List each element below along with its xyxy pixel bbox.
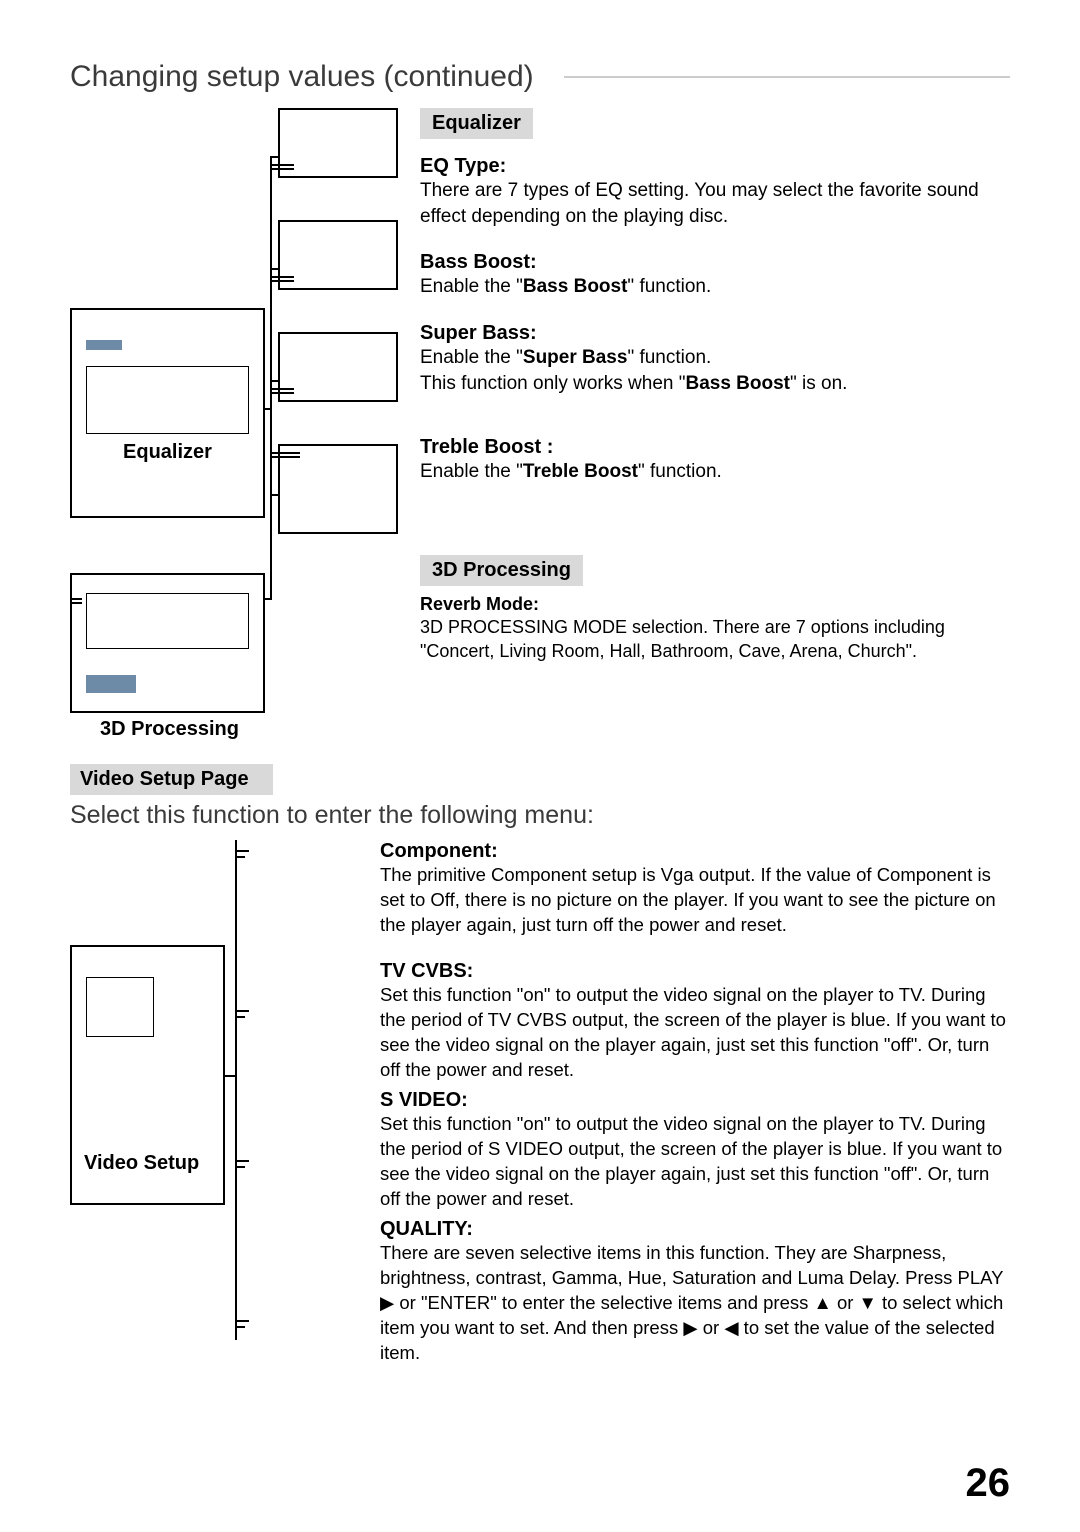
bass-boost-text: Enable the "Bass Boost" function. <box>420 274 1010 300</box>
leaf-box <box>278 332 398 402</box>
tick-icon <box>70 602 82 604</box>
tvcvbs-title: TV CVBS: <box>380 960 1010 983</box>
text-part: Enable the " <box>420 276 523 297</box>
tick-icon <box>70 598 82 600</box>
tick-icon <box>270 452 300 454</box>
tick-icon <box>235 1016 245 1018</box>
connector-line <box>235 840 237 1340</box>
tvcvbs-text: Set this function "on" to output the vid… <box>380 983 1010 1083</box>
super-bass-title: Super Bass: <box>420 322 1010 345</box>
video-box-label: Video Setup <box>84 1152 199 1175</box>
page-title: Changing setup values (continued) <box>70 60 534 94</box>
bass-boost-title: Bass Boost: <box>420 251 1010 274</box>
quality-title: QUALITY: <box>380 1218 1010 1241</box>
treble-boost-title: Treble Boost : <box>420 436 1010 459</box>
text-part: This function only works when " <box>420 373 685 394</box>
reverb-title: Reverb Mode: <box>420 594 1010 615</box>
tick-icon <box>235 1326 245 1328</box>
processing-box-label: 3D Processing <box>100 718 239 741</box>
diagram-col-top: Equalizer 3D Processing <box>70 108 400 738</box>
reverb-text: 3D PROCESSING MODE selection. There are … <box>420 615 1010 664</box>
text-part: " function. <box>627 347 711 368</box>
bold-part: Super Bass <box>523 347 628 368</box>
text-part: " function. <box>638 461 722 482</box>
connector-line <box>270 156 280 158</box>
diagram-col-bottom: Video Setup <box>70 840 360 1360</box>
tick-icon <box>235 1160 249 1162</box>
bold-part: Bass Boost <box>685 373 790 394</box>
connector-line <box>270 380 280 382</box>
text-part: " is on. <box>790 373 847 394</box>
tick-icon <box>235 1320 249 1322</box>
bottom-grid: Video Setup Component: The primitive Com… <box>70 840 1010 1366</box>
connector-line <box>270 268 280 270</box>
title-row: Changing setup values (continued) <box>70 60 1010 94</box>
svideo-title: S VIDEO: <box>380 1089 1010 1112</box>
connector-line <box>225 1075 235 1077</box>
eq-type-text: There are 7 types of EQ setting. You may… <box>420 178 1010 229</box>
leaf-box <box>278 220 398 290</box>
component-text: The primitive Component setup is Vga out… <box>380 863 1010 938</box>
tick-icon <box>270 392 294 394</box>
eq-type-title: EQ Type: <box>420 155 1010 178</box>
text-part: Enable the " <box>420 347 523 368</box>
leaf-box <box>278 108 398 178</box>
tick-icon <box>270 164 294 166</box>
bold-part: Bass Boost <box>523 276 628 297</box>
title-rule <box>564 76 1010 78</box>
text-part: Enable the " <box>420 461 523 482</box>
tick-icon <box>270 280 294 282</box>
tick-icon <box>270 276 294 278</box>
quality-text: There are seven selective items in this … <box>380 1241 1010 1366</box>
content-col-bottom: Component: The primitive Component setup… <box>380 840 1010 1366</box>
inner-box <box>86 366 249 434</box>
super-bass-text: Enable the "Super Bass" function. This f… <box>420 345 1010 396</box>
component-title-text: Component: <box>380 840 498 862</box>
content-col-top: Equalizer EQ Type: There are 7 types of … <box>420 108 1010 738</box>
tick-icon <box>270 456 300 458</box>
accent-bar-icon <box>86 675 136 693</box>
video-intro: Select this function to enter the follow… <box>70 801 1010 830</box>
connector-line <box>265 408 270 410</box>
tick-icon <box>235 1010 249 1012</box>
tick-icon <box>235 856 245 858</box>
connector-line <box>270 156 272 600</box>
accent-bar-icon <box>86 340 122 350</box>
inner-box <box>86 593 249 649</box>
tick-icon <box>235 850 249 852</box>
bold-part: Treble Boost <box>523 461 638 482</box>
connector-line <box>265 598 272 600</box>
tick-icon <box>235 1166 245 1168</box>
tick-icon <box>270 168 294 170</box>
top-grid: Equalizer 3D Processing <box>70 108 1010 738</box>
equalizer-tag: Equalizer <box>420 108 533 139</box>
processing-diagram-box <box>70 573 265 713</box>
svideo-text: Set this function "on" to output the vid… <box>380 1112 1010 1212</box>
inner-box <box>86 977 154 1037</box>
text-part: " function. <box>627 276 711 297</box>
equalizer-box-label: Equalizer <box>72 441 263 464</box>
page-number: 26 <box>966 1461 1011 1506</box>
connector-line <box>270 494 280 496</box>
equalizer-diagram-box: Equalizer <box>70 308 265 518</box>
tick-icon <box>270 388 294 390</box>
treble-boost-text: Enable the "Treble Boost" function. <box>420 459 1010 485</box>
processing-tag: 3D Processing <box>420 555 583 586</box>
video-setup-tag: Video Setup Page <box>70 764 273 795</box>
component-title: Component: <box>380 840 1010 863</box>
